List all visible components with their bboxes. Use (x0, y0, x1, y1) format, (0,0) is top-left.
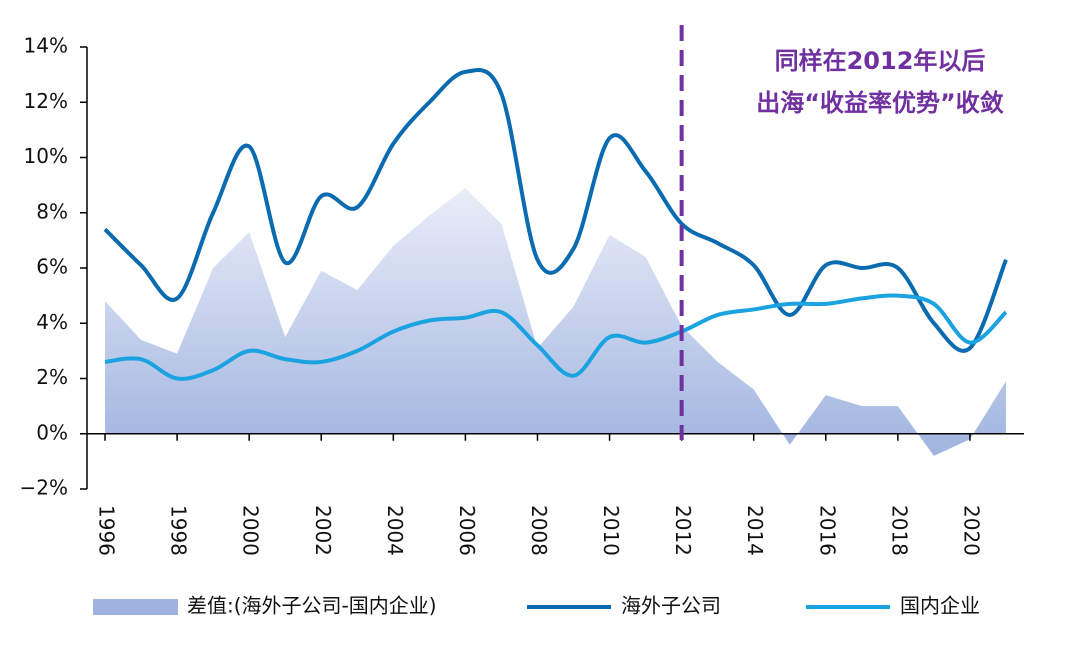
x-tick-label: 2012 (671, 505, 695, 556)
legend-label: 海外子公司 (621, 594, 721, 618)
y-tick-label: 0% (36, 420, 68, 444)
x-tick-label: 2006 (455, 505, 479, 556)
y-tick-label: 2% (36, 365, 68, 389)
legend-label: 国内企业 (900, 594, 980, 618)
y-tick-label: 8% (36, 199, 68, 223)
annotation: 同样在2012年以后 (775, 47, 986, 75)
x-tick-label: 2000 (239, 505, 263, 556)
x-tick-label: 1998 (167, 505, 191, 556)
x-tick-label: 2008 (527, 505, 551, 556)
x-tick-label: 2018 (887, 505, 911, 556)
x-tick-label: 1996 (95, 505, 119, 556)
annotation: 出海“收益率优势”收敛 (756, 89, 1004, 117)
x-tick-label: 2014 (743, 505, 767, 556)
line (103, 67, 1008, 353)
legend-swatch (93, 599, 178, 615)
x-tick-label: 2004 (383, 505, 407, 556)
y-tick-label: 4% (36, 310, 68, 334)
area (105, 187, 1006, 456)
y-tick-label: −2% (20, 476, 69, 500)
y-tick-label: 10% (24, 144, 68, 168)
y-tick-label: 12% (24, 89, 68, 113)
x-tick-label: 2010 (599, 505, 623, 556)
x-tick-label: 2002 (311, 505, 335, 556)
y-tick-label: 6% (36, 255, 68, 279)
line (104, 293, 1008, 381)
x-tick-label: 2016 (815, 505, 839, 556)
legend-label: 差值:(海外子公司-国内企业) (187, 594, 437, 618)
y-tick-label: 14% (24, 34, 68, 58)
x-tick-label: 2020 (959, 505, 983, 556)
